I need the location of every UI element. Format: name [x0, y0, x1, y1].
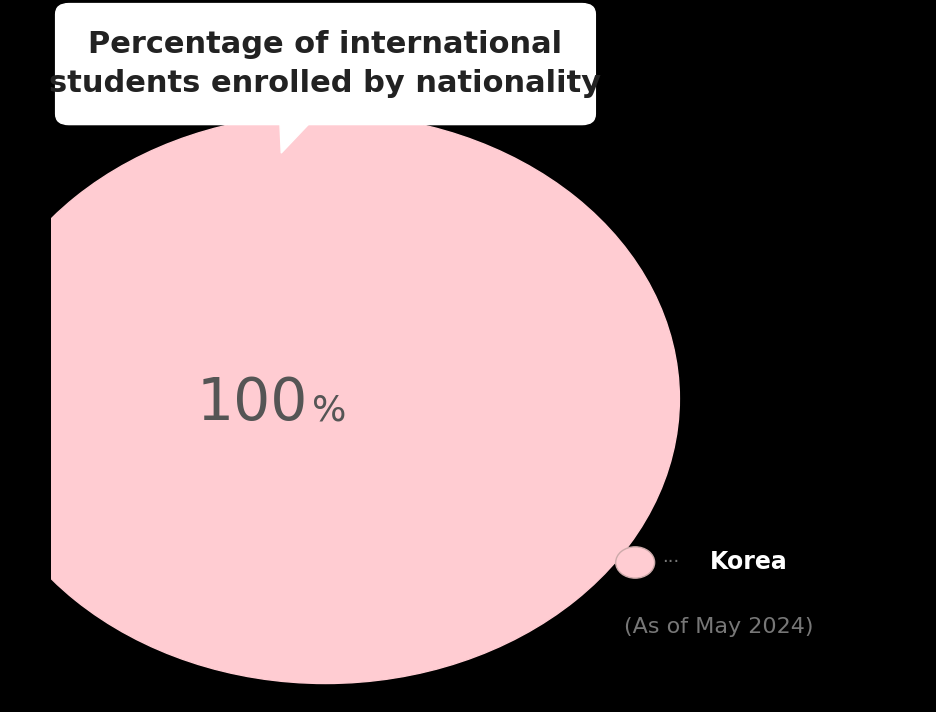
Text: 100: 100	[197, 375, 308, 432]
Polygon shape	[280, 114, 318, 153]
Text: Korea: Korea	[710, 550, 788, 575]
Text: Percentage of international
students enrolled by nationality: Percentage of international students enr…	[50, 31, 602, 98]
Text: (As of May 2024): (As of May 2024)	[624, 617, 814, 637]
Text: %: %	[313, 393, 346, 427]
Circle shape	[0, 114, 680, 684]
Circle shape	[616, 547, 654, 578]
FancyBboxPatch shape	[55, 4, 595, 125]
Text: ···: ···	[662, 553, 679, 572]
